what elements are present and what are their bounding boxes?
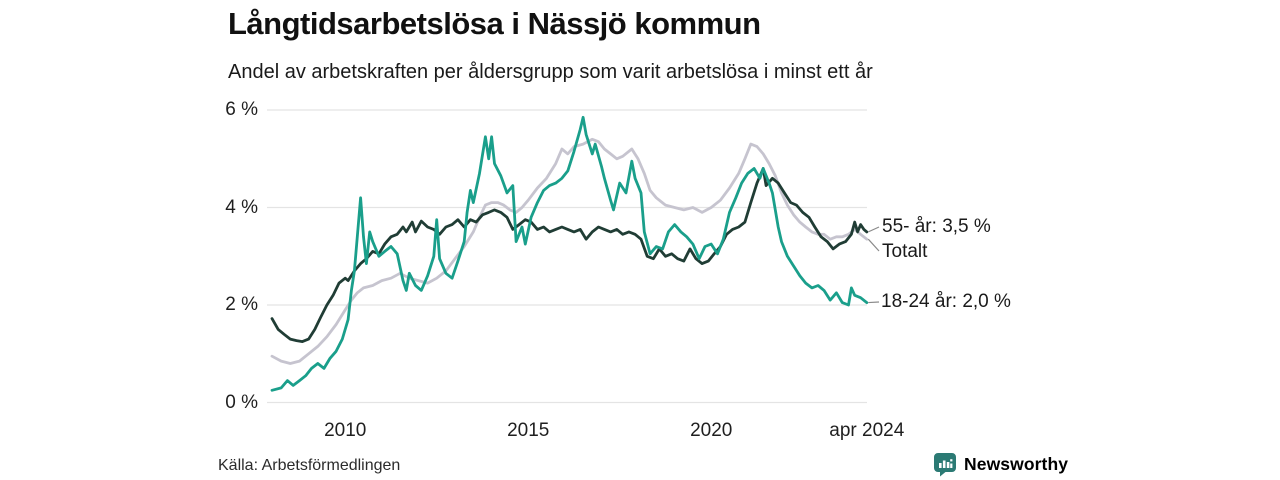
leader-line-55-ar: [868, 226, 880, 233]
end-label-totalt: Totalt: [882, 241, 928, 262]
series-line-totalt: [270, 137, 869, 365]
newsworthy-wordmark: Newsworthy: [964, 453, 1069, 474]
y-axis-tick-0: 0 %: [225, 391, 258, 413]
y-axis-tick-2: 2 %: [225, 294, 258, 315]
leader-line-18-24-ar: [868, 301, 880, 304]
newsworthy-brand-link[interactable]: Newsworthy: [933, 451, 1068, 477]
end-label-18-24-ar: 18-24 år: 2,0 %: [881, 291, 1011, 312]
x-axis-tick-apr-2024: apr 2024: [829, 420, 905, 441]
leader-line-totalt: [867, 238, 880, 252]
y-axis-tick-4: 4 %: [225, 196, 258, 218]
page-title: Långtidsarbetslösa i Nässjö kommun: [228, 6, 761, 41]
newsworthy-logo-icon: [934, 452, 956, 476]
x-axis-tick-2015: 2015: [507, 420, 550, 441]
source-credit: Källa: Arbetsförmedlingen: [218, 457, 401, 474]
x-axis-tick-2020: 2020: [690, 420, 733, 441]
page-subtitle: Andel av arbetskraften per åldersgrupp s…: [228, 61, 873, 83]
y-axis-tick-6: 6 %: [225, 99, 258, 120]
end-label-55-ar: 55- år: 3,5 %: [882, 216, 991, 237]
series-line-55-ar: [270, 167, 869, 344]
series-line-18-24-ar: [270, 115, 869, 392]
x-axis-tick-2010: 2010: [324, 420, 367, 441]
